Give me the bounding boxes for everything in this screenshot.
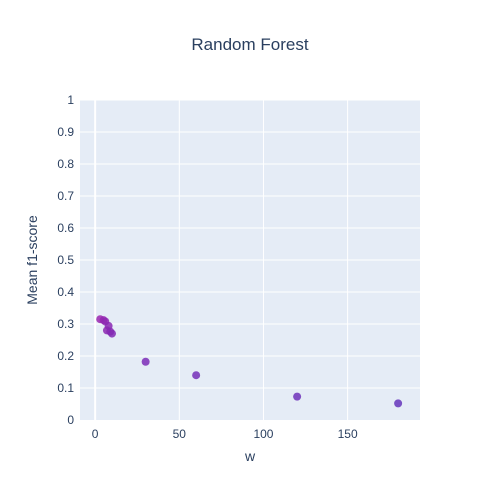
y-axis-title: Mean f1-score xyxy=(24,215,40,305)
y-tick-label: 0.6 xyxy=(57,221,74,235)
scatter-point xyxy=(394,399,403,408)
y-tick-label: 0.1 xyxy=(57,381,74,395)
scatter-point xyxy=(192,371,201,380)
y-tick-label: 0.4 xyxy=(57,285,74,299)
points-layer xyxy=(96,315,403,408)
scatter-point xyxy=(293,392,302,401)
y-tick-label: 0.5 xyxy=(57,253,74,267)
scatter-point xyxy=(107,329,116,338)
y-tick-label: 1 xyxy=(67,93,74,107)
y-tick-label: 0.3 xyxy=(57,317,74,331)
y-tick-label: 0.2 xyxy=(57,349,74,363)
y-tick-label: 0 xyxy=(67,413,74,427)
scatter-point xyxy=(141,357,150,366)
y-tick-label: 0.9 xyxy=(57,125,74,139)
y-tick-label: 0.8 xyxy=(57,157,74,171)
x-tick-labels: 0 50 100 150 xyxy=(92,427,358,441)
x-tick-label: 100 xyxy=(253,427,273,441)
chart-title: Random Forest xyxy=(191,35,308,54)
y-tick-labels: 0 0.1 0.2 0.3 0.4 0.5 0.6 0.7 0.8 0.9 1 xyxy=(57,93,74,427)
x-tick-label: 150 xyxy=(338,427,358,441)
x-axis-title: w xyxy=(244,448,256,464)
grid-layer xyxy=(80,99,420,420)
x-tick-label: 50 xyxy=(173,427,187,441)
y-tick-label: 0.7 xyxy=(57,189,74,203)
x-tick-label: 0 xyxy=(92,427,99,441)
